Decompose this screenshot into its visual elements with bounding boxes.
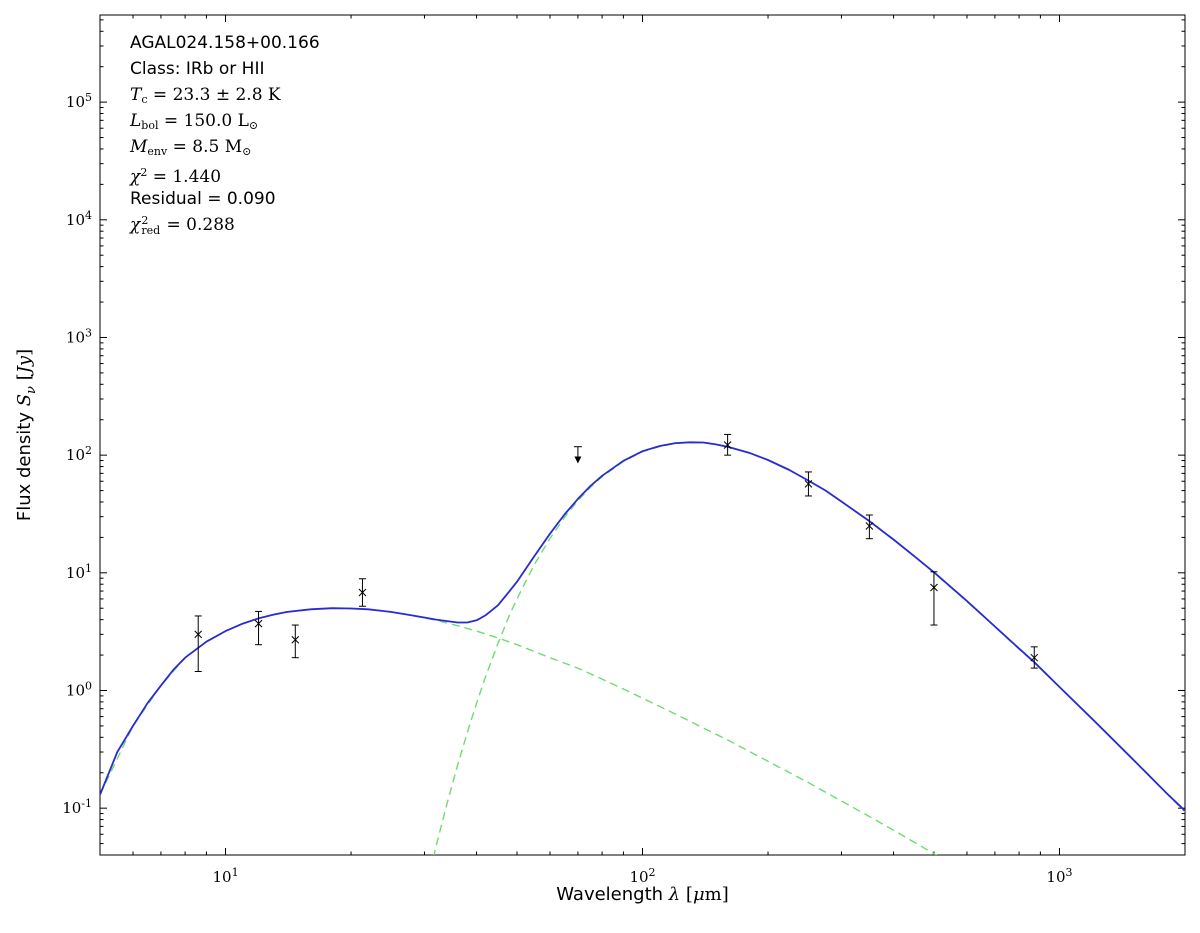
data-point [254,610,263,646]
annotation-line: Menv = 8.5 M⊙ [130,137,252,158]
y-tick-label: 10-1 [62,797,92,817]
x-tick-label: 101 [212,866,238,886]
annotation-line: χ2 = 1.440 [130,166,222,187]
annotation-line: Tc = 23.3 ± 2.8 K [130,85,281,106]
annotation-line: AGAL024.158+00.166 [130,33,320,53]
data-point [865,514,874,540]
annotation-line: Residual = 0.090 [130,189,276,209]
x-tick-label: 102 [629,866,655,886]
data-point [804,471,813,497]
data-point [723,433,732,456]
warm-component-curve [100,607,938,855]
annotation-line: Class: IRb or HII [130,59,265,79]
data-point [358,578,367,607]
cold-component-curve [433,441,1185,855]
total-fit-curve [100,441,1185,812]
y-tick-label: 102 [66,444,92,464]
upper-limit-arrow [573,446,582,464]
y-tick-label: 101 [66,562,92,582]
x-axis-label: Wavelength λ [μm] [556,884,728,905]
data-point [291,624,300,659]
y-tick-label: 100 [66,679,92,699]
annotation-line: Lbol = 150.0 L⊙ [130,111,259,132]
data-point [930,571,938,626]
axis-ticks [100,15,1185,855]
y-tick-label: 104 [66,209,92,229]
data-point [194,615,203,673]
y-tick-label: 105 [66,91,92,111]
fit-parameters-annotation: AGAL024.158+00.166 Class: IRb or HII Tc = … [130,30,320,238]
annotation-line: χ 2 red = 0.288 [130,214,235,237]
y-axis-label: Flux density Sν [Jy] [14,349,39,521]
photometry-points [194,433,1039,673]
y-tick-label: 103 [66,326,92,346]
x-tick-label: 103 [1046,866,1072,886]
data-point [1030,646,1039,669]
